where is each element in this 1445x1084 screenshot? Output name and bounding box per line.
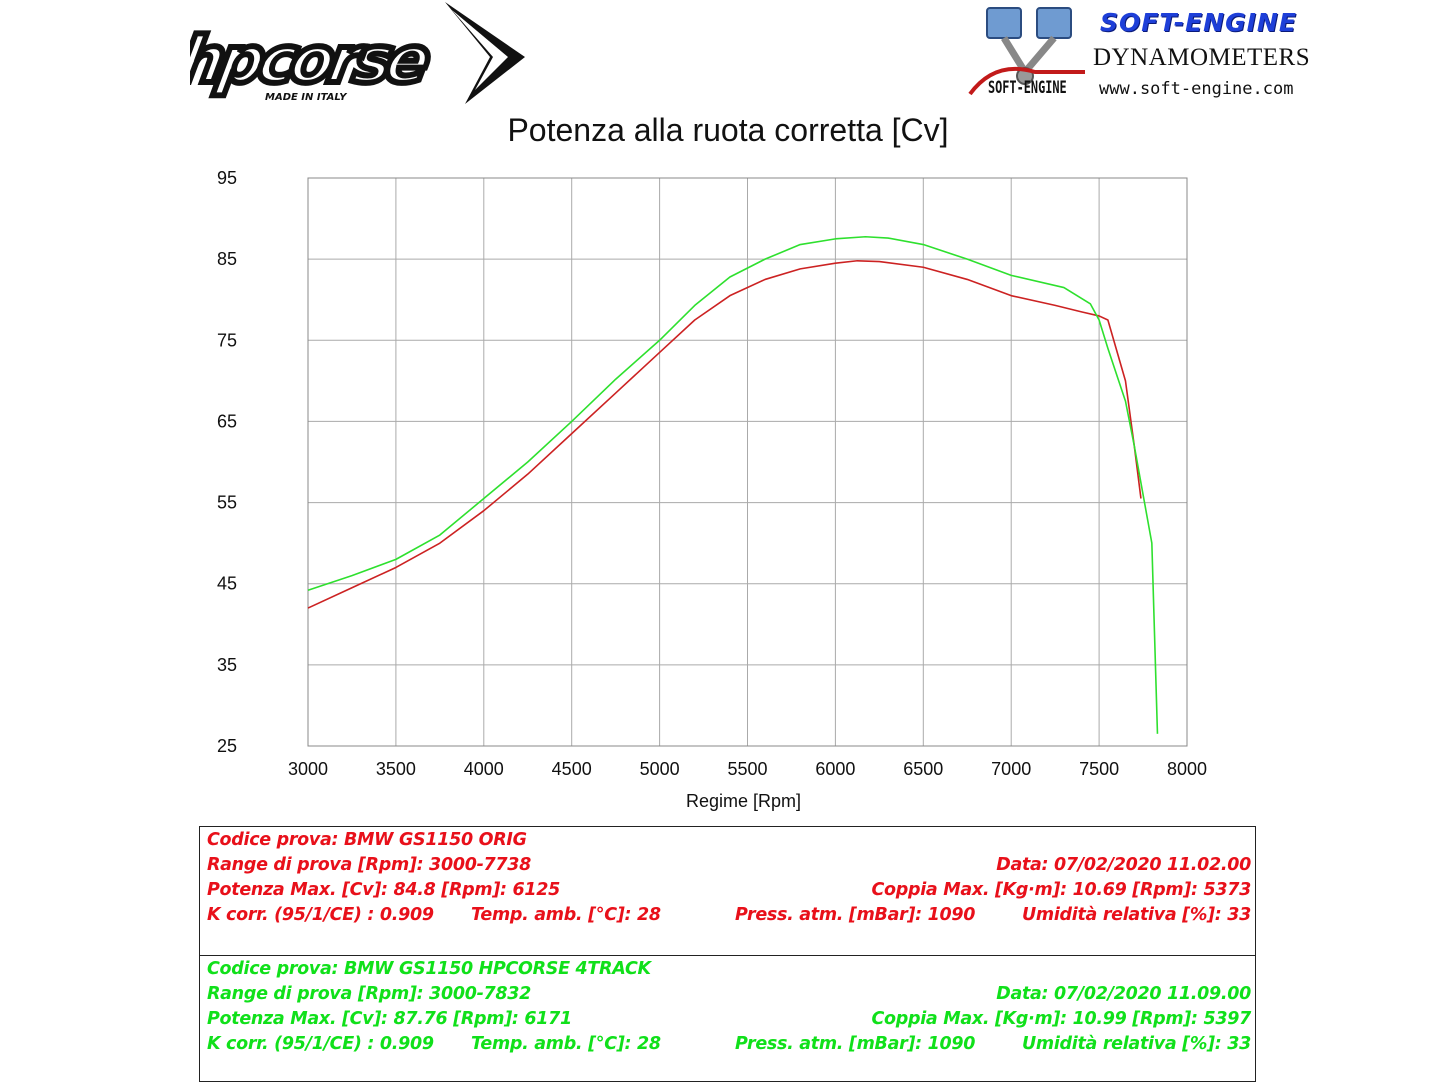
run-info-hpcorse: Codice prova: BMW GS1150 HPCORSE 4TRACK … [200, 955, 1255, 1083]
series-line-2 [307, 235, 1159, 734]
x-tick-label: 3000 [288, 759, 328, 779]
y-tick-label: 35 [217, 655, 237, 675]
soft-engine-title: SOFT-ENGINE [1100, 8, 1297, 37]
run2-temp: Temp. amb. [°C]: 28 [471, 1034, 661, 1054]
run1-kcorr: K corr. (95/1/CE) : 0.909 [207, 905, 434, 925]
hpcorse-wordmark: hpcorse [190, 23, 435, 97]
run1-date: Data: 07/02/2020 11.02.00 [996, 855, 1251, 875]
run2-date: Data: 07/02/2020 11.09.00 [996, 984, 1251, 1004]
soft-engine-logo: SOFT-ENGINE [968, 7, 1085, 98]
x-tick-label: 4000 [464, 759, 504, 779]
run2-pressure: Press. atm. [mBar]: 1090 [735, 1034, 976, 1054]
run2-code: Codice prova: BMW GS1150 HPCORSE 4TRACK [207, 959, 651, 979]
hpcorse-logo: hpcorse MADE IN ITALY [190, 2, 525, 104]
y-tick-label: 95 [217, 168, 237, 188]
plot-area [307, 177, 1188, 747]
run-info-orig: Codice prova: BMW GS1150 ORIG Range di p… [200, 827, 1255, 954]
run1-pressure: Press. atm. [mBar]: 1090 [735, 905, 976, 925]
y-tick-label: 65 [217, 411, 237, 431]
series-line-1 [307, 259, 1142, 609]
x-tick-label: 5500 [727, 759, 767, 779]
y-tick-label: 55 [217, 493, 237, 513]
x-tick-label: 3500 [376, 759, 416, 779]
run1-max-torque: Coppia Max. [Kg·m]: 10.69 [Rpm]: 5373 [871, 880, 1251, 900]
dynamometers-label: DYNAMOMETERS [1093, 44, 1311, 71]
y-tick-label: 45 [217, 574, 237, 594]
power-chart: 3000 3500 4000 4500 5000 5500 6000 6500 7000 7500… [217, 168, 1207, 811]
run2-range: Range di prova [Rpm]: 3000-7832 [207, 984, 532, 1004]
hpcorse-tagline: MADE IN ITALY [265, 92, 348, 103]
run2-max-power: Potenza Max. [Cv]: 87.76 [Rpm]: 6171 [207, 1009, 572, 1029]
run1-temp: Temp. amb. [°C]: 28 [471, 905, 661, 925]
hpcorse-swoosh [445, 2, 525, 104]
run2-humidity: Umidità relativa [%]: 33 [1022, 1034, 1251, 1054]
run1-humidity: Umidità relativa [%]: 33 [1022, 905, 1251, 925]
run1-code: Codice prova: BMW GS1150 ORIG [207, 830, 527, 850]
run1-range: Range di prova [Rpm]: 3000-7738 [207, 855, 532, 875]
chart-title: Potenza alla ruota corretta [Cv] [507, 112, 949, 148]
run1-max-power: Potenza Max. [Cv]: 84.8 [Rpm]: 6125 [207, 880, 561, 900]
run2-kcorr: K corr. (95/1/CE) : 0.909 [207, 1034, 434, 1054]
y-tick-label: 75 [217, 330, 237, 350]
test-info-box: Codice prova: BMW GS1150 ORIG Range di p… [199, 826, 1256, 1082]
x-tick-label: 6000 [815, 759, 855, 779]
y-tick-label: 25 [217, 736, 237, 756]
x-tick-label: 8000 [1167, 759, 1207, 779]
x-tick-label: 7500 [1079, 759, 1119, 779]
x-tick-label: 5000 [640, 759, 680, 779]
run2-max-torque: Coppia Max. [Kg·m]: 10.99 [Rpm]: 5397 [871, 1009, 1251, 1029]
x-tick-label: 4500 [552, 759, 592, 779]
x-tick-label: 6500 [903, 759, 943, 779]
x-axis-label: Regime [Rpm] [686, 791, 801, 811]
soft-engine-small-text: SOFT-ENGINE [988, 78, 1067, 98]
y-tick-label: 85 [217, 249, 237, 269]
x-tick-label: 7000 [991, 759, 1031, 779]
soft-engine-url: www.soft-engine.com [1099, 79, 1294, 99]
